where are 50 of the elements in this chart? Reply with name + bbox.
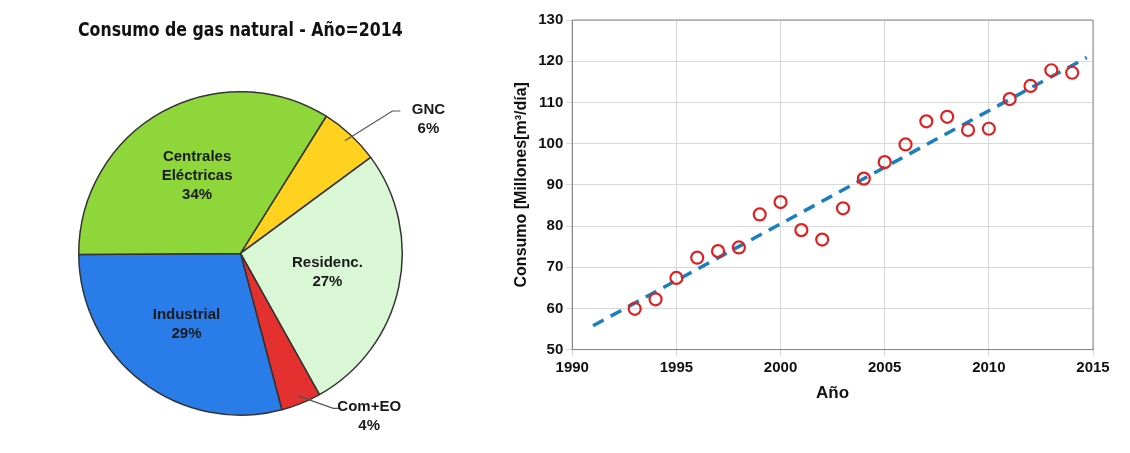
y-tick-label: 70 xyxy=(546,257,564,275)
x-tick-label: 2010 xyxy=(972,357,1006,375)
point xyxy=(981,121,996,136)
point xyxy=(731,240,746,255)
point xyxy=(1044,63,1059,78)
data-label: 27% xyxy=(312,271,343,289)
point xyxy=(940,109,955,124)
point xyxy=(1002,92,1017,107)
x-tick-label: 2015 xyxy=(1076,357,1110,375)
y-tick-label: 110 xyxy=(539,92,564,110)
x-tick-label: 2000 xyxy=(763,357,798,375)
point xyxy=(773,195,788,210)
point xyxy=(669,270,684,286)
point xyxy=(794,223,809,238)
point xyxy=(752,207,767,222)
slice-label: Residenc. xyxy=(292,252,363,270)
x-tick-label: 1995 xyxy=(659,357,694,375)
point xyxy=(856,171,871,186)
y-tick-label: 50 xyxy=(546,339,564,357)
data-label: 34% xyxy=(182,184,213,202)
x-tick-label: 2005 xyxy=(868,357,902,375)
point xyxy=(1065,65,1080,80)
point xyxy=(648,292,663,307)
y-tick-label: 80 xyxy=(546,216,564,234)
chart-title: Consumo de gas natural - Año=2014 xyxy=(78,18,403,41)
point xyxy=(835,201,851,216)
point xyxy=(690,250,705,265)
point xyxy=(919,114,934,129)
point xyxy=(815,232,830,247)
y-tick-label: 90 xyxy=(546,174,564,192)
data-label: 6% xyxy=(417,118,440,136)
data-label: 29% xyxy=(171,323,202,341)
point xyxy=(710,244,726,259)
y-tick-label: 120 xyxy=(538,51,564,69)
y-axis-title: Consumo [Millones[m³/día] xyxy=(512,82,530,288)
y-tick-label: 130 xyxy=(538,10,564,28)
point xyxy=(877,155,892,170)
point xyxy=(960,122,976,138)
point xyxy=(1023,78,1038,94)
slice-label: GNC xyxy=(411,99,446,117)
slice-label: Com+EO xyxy=(337,397,402,415)
slice-label: Industrial xyxy=(152,304,221,322)
point xyxy=(627,301,642,316)
y-tick-label: 100 xyxy=(538,133,564,151)
data-label: 4% xyxy=(358,416,381,434)
x-tick-label: 1990 xyxy=(555,357,589,375)
y-tick-label: 60 xyxy=(546,298,564,316)
x-axis-title: Año xyxy=(816,383,850,403)
slice-label: Centrales Eléctricas xyxy=(161,146,233,183)
point xyxy=(898,137,913,152)
